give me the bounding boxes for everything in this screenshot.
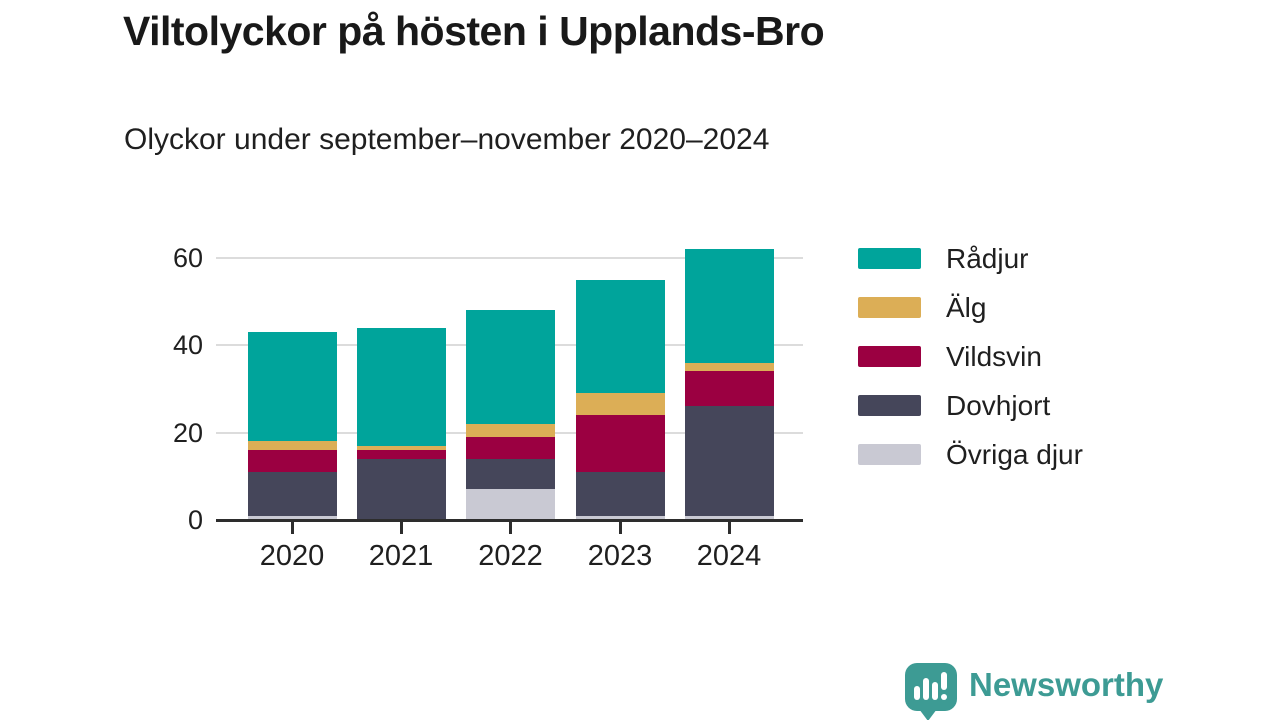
y-axis-tick-label: 20 [172,417,203,448]
y-axis-tick-label: 60 [172,242,203,273]
logo-chart-bar-3 [932,682,938,700]
legend-item: Älg [858,283,1083,332]
bar-segment-2023-Rådjur [575,279,665,394]
x-axis-tick [399,522,403,534]
legend-swatch [858,248,921,269]
bar-segment-2021-Dovhjort [356,458,446,520]
brand-name: Newsworthy [969,666,1164,703]
x-axis-tick-label: 2020 [259,540,325,572]
bar-segment-2024-Dovhjort [684,406,774,516]
bar-segment-2021-Älg [356,445,446,451]
legend-swatch [858,297,921,318]
x-axis-tick-label: 2021 [368,540,434,572]
x-axis-tick [618,522,622,534]
logo-exclamation-dot [941,694,947,700]
x-axis-tick [727,522,731,534]
bar-segment-2023-Dovhjort [575,471,665,516]
y-axis-tick-label: 0 [187,505,203,535]
logo-exclamation-bar [941,672,947,690]
bar-segment-2023-Älg [575,393,665,416]
bar-segment-2023-Vildsvin [575,415,665,472]
x-axis-tick-label: 2022 [478,540,543,572]
newsworthy-logo-icon [905,663,957,720]
x-axis-tick [509,522,512,534]
legend-item: Rådjur [858,234,1083,283]
bar-segment-2020-Dovhjort [247,471,337,516]
bar-segment-2022-Vildsvin [466,436,555,459]
bar-segment-2021-Vildsvin [356,450,446,459]
bar-segment-2020-Övriga djur [247,515,337,520]
legend-swatch [858,395,921,416]
bar-segment-2023-Övriga djur [575,515,665,520]
legend-swatch [858,444,921,465]
x-axis-tick [290,522,294,534]
bar-segment-2024-Älg [684,362,774,372]
logo-chart-bar-2 [923,678,929,700]
bar-segment-2021-Rådjur [356,327,446,446]
legend-swatch [858,346,921,367]
legend-label: Vildsvin [946,340,1042,372]
bar-segment-2020-Vildsvin [247,450,337,472]
bar-segment-2024-Vildsvin [684,371,774,407]
legend: Rådjur Älg Vildsvin Dovhjort Övriga djur [858,234,1083,479]
legend-item: Övriga djur [858,430,1083,479]
bar-segment-2022-Älg [466,423,555,437]
chart-subtitle: Olyckor under september–november 2020–20… [124,123,770,156]
bar-segment-2024-Rådjur [684,249,774,363]
bar-segment-2020-Rådjur [247,332,337,442]
legend-label: Älg [946,291,987,323]
x-axis-line [216,519,803,522]
y-axis-tick-label: 40 [172,330,203,361]
bar-segment-2024-Övriga djur [684,515,774,520]
brand-footer: Newsworthy [905,663,1163,720]
bar-segment-2022-Övriga djur [466,489,555,520]
speech-bubble-tail [919,709,937,720]
x-axis-tick-label: 2024 [696,540,762,572]
legend-item: Dovhjort [858,381,1083,430]
bar-segment-2022-Rådjur [466,310,555,424]
bar-segment-2020-Älg [247,441,337,451]
gridline-y60 [216,256,803,259]
legend-label: Rådjur [946,242,1029,274]
bar-segment-2022-Dovhjort [466,458,555,490]
logo-chart-bar-1 [914,686,920,700]
speech-bubble-shape [905,663,957,711]
legend-label: Övriga djur [946,438,1083,470]
x-axis-tick-label: 2023 [587,540,653,572]
chart-title: Viltolyckor på hösten i Upplands-Bro [123,8,825,54]
legend-item: Vildsvin [858,332,1083,381]
legend-label: Dovhjort [946,389,1051,421]
